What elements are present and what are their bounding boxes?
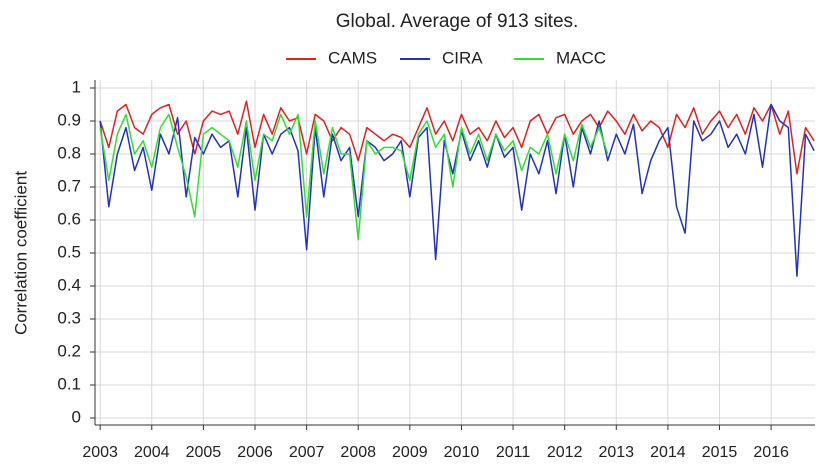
x-tick-label: 2005 [186,444,222,461]
series-line [99,103,815,277]
x-tick-label: 2014 [650,444,686,461]
x-tick-label: 2015 [702,444,738,461]
y-tick-label: 1 [72,77,81,96]
y-tick-label: 0.7 [57,176,81,195]
y-tick-label: 0.5 [57,242,81,261]
y-tick-label: 0 [72,407,81,426]
y-tick-label: 0.8 [57,143,81,162]
y-tick-label: 0.4 [57,275,81,294]
x-tick-label: 2008 [340,444,376,461]
legend-label: CAMS [328,48,377,67]
chart-title: Global. Average of 913 sites. [336,11,579,32]
legend-label: CIRA [442,48,483,67]
series-line [99,113,609,241]
y-tick-label: 0.6 [57,209,81,228]
y-tick-label: 0.9 [57,110,81,129]
x-tick-label: 2012 [547,444,583,461]
x-tick-label: 2013 [598,444,634,461]
x-tick-label: 2004 [134,444,170,461]
x-tick-label: 2006 [237,444,273,461]
legend-label: MACC [556,48,606,67]
x-tick-label: 2007 [289,444,325,461]
x-tick-label: 2010 [444,444,480,461]
y-tick-label: 0.3 [57,308,81,327]
x-tick-label: 2009 [392,444,428,461]
x-tick-label: 2003 [82,444,118,461]
series-line [99,100,815,175]
x-tick-label: 2011 [496,444,531,461]
y-axis-label: Correlation coefficient [11,171,30,335]
y-tick-label: 0.2 [57,341,81,360]
y-tick-label: 0.1 [57,374,81,393]
x-tick-label: 2016 [753,444,789,461]
